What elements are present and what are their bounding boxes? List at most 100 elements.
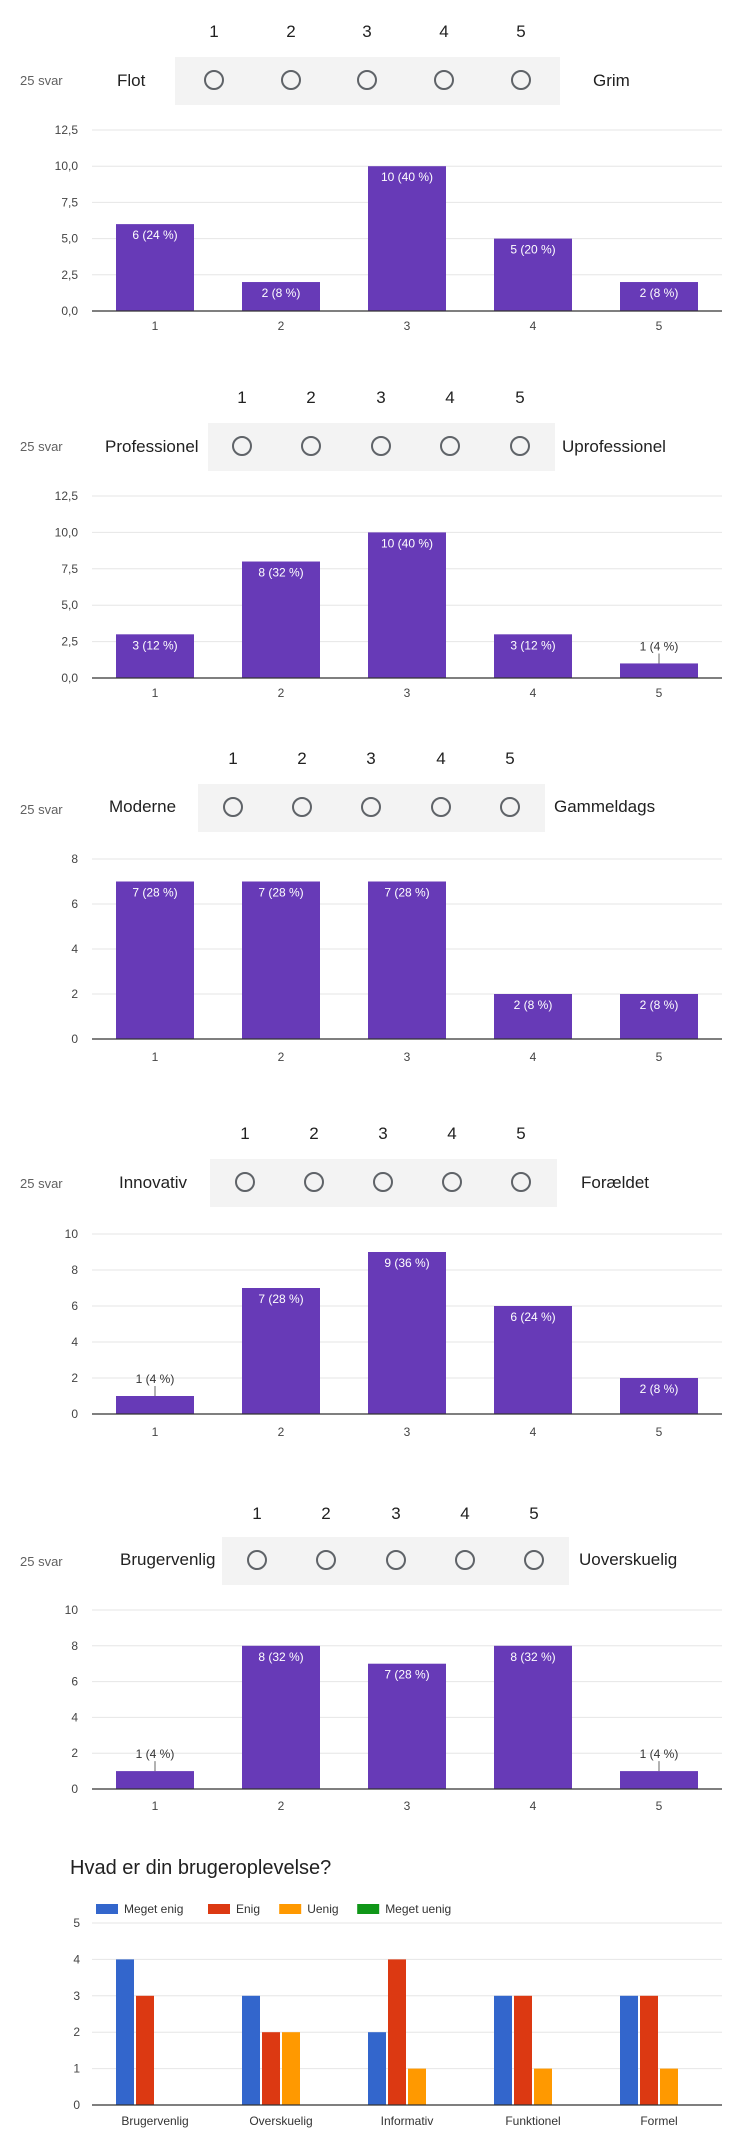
radio-option-3[interactable]	[357, 70, 377, 90]
radio-option-5[interactable]	[510, 436, 530, 456]
y-tick-label: 4	[73, 1952, 80, 1966]
radio-option-3[interactable]	[373, 1172, 393, 1192]
y-tick-label: 2	[71, 1746, 78, 1760]
radio-option-3[interactable]	[371, 436, 391, 456]
radio-option-1[interactable]	[247, 1550, 267, 1570]
bar	[494, 1306, 572, 1414]
bar-chart: 0 2 4 6 8 7 (28 %) 1 7 (28 %) 2 7 (28 %) 3 2 (8 %) 4…	[71, 852, 722, 1064]
x-tick-label: 3	[404, 686, 411, 700]
bar	[116, 1396, 194, 1414]
bar	[368, 2032, 386, 2105]
y-tick-label: 12,5	[55, 489, 79, 503]
y-tick-label: 10,0	[55, 159, 79, 173]
question-flot-grim: 1 2 3 4 5 25 svar Flot Grim 0,0 2,5 5,0 7,5…	[0, 0, 742, 333]
radio-option-1[interactable]	[232, 436, 252, 456]
y-tick-label: 0,0	[61, 671, 78, 685]
x-tick-label: 4	[530, 319, 537, 333]
legend-swatch	[208, 1904, 230, 1914]
response-count: 25 svar	[20, 802, 63, 817]
x-tick-label: 2	[278, 1050, 285, 1064]
x-tick-label: 4	[530, 1425, 537, 1439]
scale-right-label: Uoverskuelig	[579, 1550, 678, 1569]
x-tick-label: 5	[656, 1799, 663, 1813]
response-count: 25 svar	[20, 73, 63, 88]
y-tick-label: 8	[71, 1263, 78, 1277]
y-tick-label: 6	[71, 1299, 78, 1313]
legend-swatch	[96, 1904, 118, 1914]
x-tick-label: 1	[152, 686, 159, 700]
x-tick-label: 3	[404, 1050, 411, 1064]
radio-option-2[interactable]	[304, 1172, 324, 1192]
radio-option-2[interactable]	[292, 797, 312, 817]
scale-right-label: Uprofessionel	[562, 437, 666, 456]
radio-option-2[interactable]	[281, 70, 301, 90]
radio-option-4[interactable]	[434, 70, 454, 90]
response-count: 25 svar	[20, 1176, 63, 1191]
scale-left-label: Innovativ	[119, 1173, 188, 1192]
bar	[368, 1252, 446, 1414]
radio-option-4[interactable]	[455, 1550, 475, 1570]
y-tick-label: 1	[73, 2062, 80, 2076]
radio-option-3[interactable]	[386, 1550, 406, 1570]
radio-option-4[interactable]	[440, 436, 460, 456]
radio-option-1[interactable]	[223, 797, 243, 817]
data-label: 7 (28 %)	[384, 1668, 429, 1682]
data-label: 1 (4 %)	[640, 639, 679, 653]
bar	[368, 881, 446, 1039]
radio-option-3[interactable]	[361, 797, 381, 817]
scale-right-label: Grim	[593, 71, 630, 90]
radio-option-2[interactable]	[316, 1550, 336, 1570]
radio-option-5[interactable]	[511, 1172, 531, 1192]
data-label: 6 (24 %)	[510, 1310, 555, 1324]
data-label: 7 (28 %)	[258, 886, 303, 900]
bar	[534, 2068, 552, 2105]
y-tick-label: 7,5	[61, 195, 78, 209]
question-innovativ-foraeldet: 1 2 3 4 5 25 svar Innovativ Forældet 0 2 4…	[0, 1100, 742, 1445]
bar	[116, 1771, 194, 1789]
bar	[408, 2068, 426, 2105]
legend-swatch	[279, 1904, 302, 1914]
x-tick-label: 4	[530, 1050, 537, 1064]
bar	[242, 561, 320, 678]
data-label: 1 (4 %)	[136, 1747, 175, 1761]
data-label: 2 (8 %)	[640, 286, 679, 300]
x-tick-label: 1	[152, 319, 159, 333]
y-tick-label: 7,5	[61, 562, 78, 576]
x-tick-label: 1	[152, 1799, 159, 1813]
scale-left-label: Moderne	[109, 797, 177, 816]
radio-option-1[interactable]	[235, 1172, 255, 1192]
radio-option-5[interactable]	[511, 70, 531, 90]
radio-option-4[interactable]	[442, 1172, 462, 1192]
bar	[116, 881, 194, 1039]
bar	[494, 634, 572, 678]
data-label: 8 (32 %)	[258, 566, 303, 580]
y-tick-label: 8	[71, 1639, 78, 1653]
x-tick-label: 3	[404, 1799, 411, 1813]
radio-option-5[interactable]	[500, 797, 520, 817]
data-label: 6 (24 %)	[132, 228, 177, 242]
response-count: 25 svar	[20, 439, 63, 454]
bar	[620, 1771, 698, 1789]
y-tick-label: 0	[73, 2098, 80, 2112]
bar	[282, 2032, 300, 2105]
data-label: 2 (8 %)	[262, 286, 301, 300]
bar	[494, 994, 572, 1039]
y-tick-label: 10,0	[55, 525, 79, 539]
y-tick-label: 2	[73, 2025, 80, 2039]
legend-label: Uenig	[307, 1902, 338, 1916]
radio-option-1[interactable]	[204, 70, 224, 90]
grouped-bar-chart: 0 1 2 3 4 5 Brugervenlig Overskuelig Informativ F…	[73, 1902, 722, 2128]
radio-option-5[interactable]	[524, 1550, 544, 1570]
y-tick-label: 0	[71, 1032, 78, 1046]
bar	[242, 881, 320, 1039]
radio-option-2[interactable]	[301, 436, 321, 456]
bar	[116, 224, 194, 311]
y-tick-label: 12,5	[55, 123, 79, 137]
bar-chart: 0 2 4 6 8 10 1 (4 %) 1 7 (28 %) 2 9 (36 %) 3 6 (24 %…	[65, 1227, 722, 1439]
data-label: 8 (32 %)	[258, 1650, 303, 1664]
bar	[242, 1288, 320, 1414]
scale-right-label: Forældet	[581, 1173, 650, 1192]
bar	[368, 1663, 446, 1789]
radio-option-4[interactable]	[431, 797, 451, 817]
data-label: 2 (8 %)	[514, 998, 553, 1012]
